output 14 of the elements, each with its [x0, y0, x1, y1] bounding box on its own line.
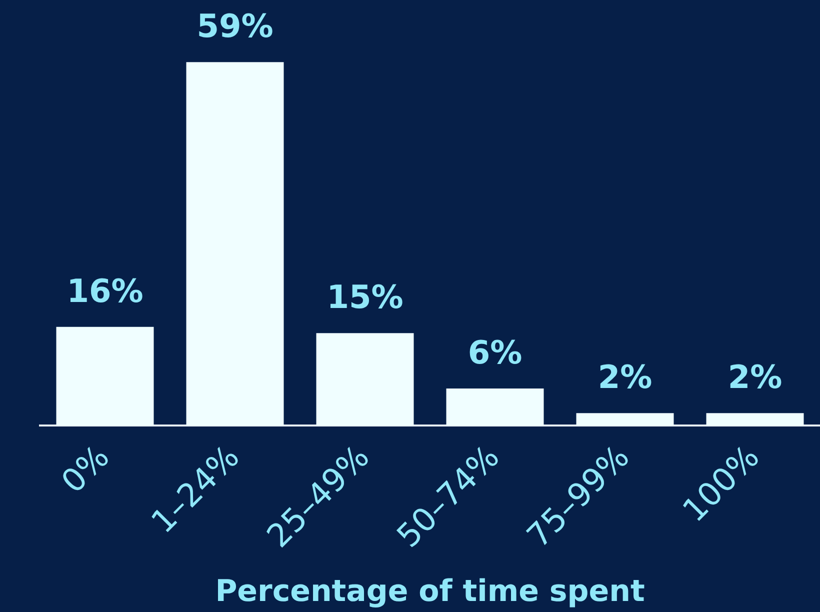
data-label: 59% — [196, 7, 274, 46]
x-tick-label: 0% — [54, 438, 117, 500]
bar — [56, 326, 154, 426]
x-axis-title: Percentage of time spent — [215, 574, 645, 609]
bar — [186, 62, 284, 426]
data-label: 6% — [468, 334, 522, 372]
data-label: 2% — [598, 358, 652, 396]
bar — [706, 413, 804, 426]
data-label: 15% — [326, 278, 404, 316]
bar — [576, 413, 674, 426]
data-label: 16% — [66, 272, 144, 310]
bar — [446, 388, 544, 426]
bar — [316, 333, 414, 426]
data-label: 2% — [728, 358, 782, 396]
